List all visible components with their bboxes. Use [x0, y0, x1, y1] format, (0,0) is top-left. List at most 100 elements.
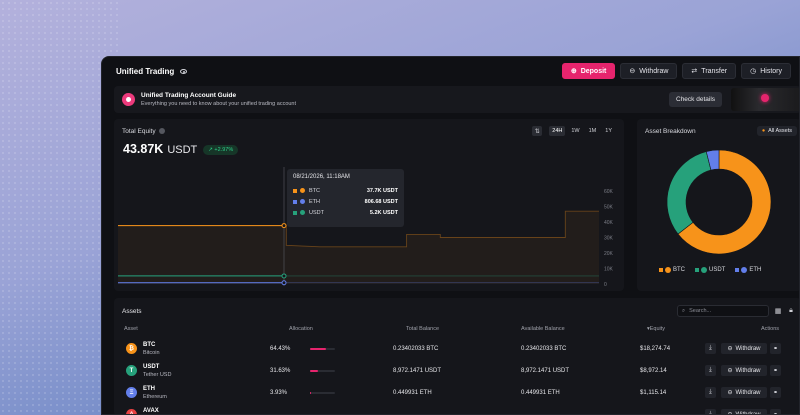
eth-icon: [741, 267, 748, 273]
asset-name: Ethereum: [143, 394, 167, 400]
equity-value: 43.87K USDT ↗ +2.97%: [123, 142, 239, 157]
legend-usdt: USDT: [695, 267, 725, 273]
range-1w[interactable]: 1W: [571, 128, 580, 134]
info-icon[interactable]: [158, 128, 165, 134]
legend-swatch: [659, 268, 663, 272]
withdraw-label: Withdraw: [735, 367, 761, 374]
deposit-label: Deposit: [580, 67, 607, 75]
btc-marker: [293, 188, 297, 193]
deposit-row-button[interactable]: ⤓: [705, 343, 716, 354]
equity-label-text: Total Equity: [122, 127, 156, 135]
swap-icon[interactable]: ⇅: [532, 126, 543, 136]
grid-view-icon[interactable]: ▦: [774, 308, 782, 315]
withdraw-row-button[interactable]: ⊖ Withdraw: [721, 409, 767, 415]
eye-icon[interactable]: [180, 68, 188, 74]
equity-chart[interactable]: 60K50K40K30K20K10K03:45AM4:15AM4:45AM11:…: [114, 159, 624, 291]
donut-slice-eth[interactable]: [705, 149, 720, 171]
search-input[interactable]: ⌕ Search...: [677, 305, 769, 317]
chart-tooltip: 08/21/2026, 11:18AM BTC 37.7K USDT ETH 8…: [287, 169, 404, 227]
col-actions: Actions: [761, 326, 780, 332]
equity-number: 43.87K: [123, 142, 164, 156]
transfer-label: Transfer: [701, 67, 728, 75]
col-equity[interactable]: ▾ Equity: [647, 326, 666, 332]
asset-symbol: ETH: [143, 386, 155, 392]
tooltip-row-btc: BTC 37.7K USDT: [293, 185, 398, 196]
tooltip-row-usdt: USDT 5.2K USDT: [293, 207, 398, 218]
asset-breakdown-card: Asset Breakdown ● All Assets BTC USDT ET…: [637, 119, 800, 291]
table-row[interactable]: A AVAX ⤓ ⊖ Withdraw ⚭: [114, 405, 799, 415]
total-balance: 0.23402033 BTC: [393, 346, 439, 352]
link-icon[interactable]: ⚭: [770, 343, 781, 354]
breakdown-donut[interactable]: [637, 141, 800, 261]
deposit-button[interactable]: ⊕ Deposit: [561, 63, 616, 79]
guide-logo-icon: [122, 93, 135, 106]
total-equity-label: Total Equity: [122, 128, 165, 135]
search-icon: ⌕: [682, 307, 686, 314]
link-icon[interactable]: ⚭: [770, 365, 781, 376]
series-marker-usdt: [281, 273, 287, 279]
deposit-row-button[interactable]: ⤓: [705, 409, 716, 414]
available-balance: 8,972.1471 USDT: [521, 368, 570, 374]
link-icon[interactable]: ⚭: [770, 409, 781, 414]
asset-filter-select[interactable]: ● All Assets: [756, 126, 797, 136]
col-total-balance[interactable]: Total Balance: [406, 326, 440, 332]
col-allocation[interactable]: Allocation: [289, 326, 313, 332]
series-marker-eth: [281, 280, 287, 286]
background-dots: [0, 0, 120, 415]
withdraw-row-button[interactable]: ⊖ Withdraw: [721, 387, 767, 398]
withdraw-icon: ⊖: [727, 346, 733, 352]
coins-icon: ●: [761, 128, 766, 134]
usdt-icon: [701, 267, 707, 273]
donut-slice-usdt[interactable]: [666, 151, 712, 235]
table-header: Asset Allocation Total Balance Available…: [114, 326, 799, 336]
eth-icon: [300, 199, 305, 204]
tooltip-name: USDT: [309, 209, 324, 216]
transfer-button[interactable]: ⇄ Transfer: [682, 63, 737, 79]
deposit-row-button[interactable]: ⤓: [705, 365, 716, 376]
breakdown-legend: BTC USDT ETH: [659, 267, 761, 273]
allocation-bar-fill: [310, 348, 327, 350]
withdraw-button[interactable]: ⊖ Withdraw: [620, 63, 678, 79]
top-bar: Unified Trading ⊕ Deposit ⊖ Withdraw ⇄ T…: [102, 57, 799, 85]
y-tick-label: 50K: [604, 205, 614, 211]
y-tick-label: 10K: [604, 267, 614, 273]
minus-circle-icon: ⊖: [629, 67, 636, 75]
withdraw-label: Withdraw: [639, 67, 669, 75]
history-button[interactable]: ◷ History: [741, 63, 791, 79]
legend-eth: ETH: [735, 267, 761, 273]
col-available-balance[interactable]: Available Balance: [521, 326, 565, 332]
allocation-bar: [310, 348, 335, 350]
lock-icon[interactable]: 🔒︎: [789, 307, 793, 314]
table-row[interactable]: ₿ BTC Bitcoin 64.43% 0.23402033 BTC 0.2340203…: [114, 339, 799, 361]
allocation-value: 31.63%: [270, 368, 291, 374]
usdt-icon: [300, 210, 305, 215]
assets-title: Assets: [122, 307, 142, 315]
withdraw-row-button[interactable]: ⊖ Withdraw: [721, 365, 767, 376]
btc-coin-icon: ₿: [126, 343, 137, 354]
plus-circle-icon: ⊕: [570, 67, 577, 75]
usdt-coin-icon: T: [126, 365, 137, 376]
avax-coin-icon: A: [126, 409, 137, 414]
guide-title: Unified Trading Account Guide: [141, 92, 237, 99]
allocation-value: 64.43%: [270, 346, 291, 352]
series-marker-btc: [281, 223, 287, 229]
col-asset: Asset: [124, 326, 138, 332]
withdraw-icon: ⊖: [727, 412, 733, 415]
range-1y[interactable]: 1Y: [605, 128, 612, 134]
donut-slice-btc[interactable]: [677, 149, 772, 255]
withdraw-row-button[interactable]: ⊖ Withdraw: [721, 343, 767, 354]
filter-label: All Assets: [768, 128, 792, 134]
deposit-row-button[interactable]: ⤓: [705, 387, 716, 398]
allocation-bar-fill: [310, 370, 318, 372]
asset-name: Bitcoin: [143, 350, 160, 356]
table-row[interactable]: T USDT Tether USD 31.63% 8,972.1471 USDT 8,97…: [114, 361, 799, 383]
range-24h[interactable]: 24H: [549, 126, 566, 136]
eth-marker: [293, 199, 297, 204]
allocation-value: 3.93%: [270, 390, 288, 396]
table-row[interactable]: Ξ ETH Ethereum 3.93% 0.449931 ETH 0.449931 ET…: [114, 383, 799, 405]
link-icon[interactable]: ⚭: [770, 387, 781, 398]
account-title: Unified Trading: [116, 67, 188, 76]
check-details-button[interactable]: Check details: [669, 92, 723, 107]
asset-name: Tether USD: [143, 372, 172, 378]
range-1m[interactable]: 1M: [588, 128, 597, 134]
